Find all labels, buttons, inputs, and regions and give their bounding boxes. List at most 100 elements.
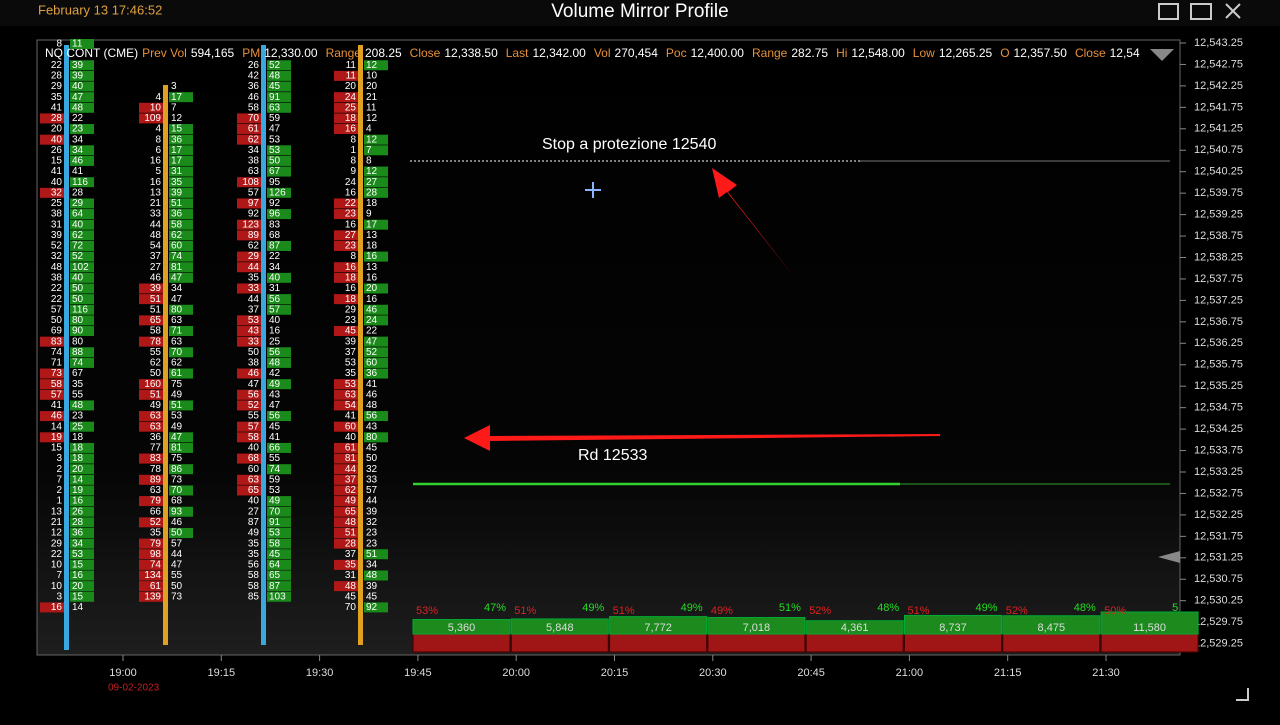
window-controls[interactable] — [1158, 3, 1241, 20]
ask-value: 50 — [72, 283, 84, 294]
ask-value: 70 — [171, 485, 183, 496]
ask-cell — [169, 230, 193, 241]
info-label: Range — [326, 46, 362, 60]
price-label: 12,530.25 — [1194, 595, 1243, 607]
bid-cell — [139, 389, 163, 400]
bid-value: 4 — [155, 92, 161, 103]
ask-cell — [70, 294, 94, 305]
bid-value: 49 — [345, 496, 357, 507]
bid-value: 57 — [51, 304, 63, 315]
bid-value: 63 — [248, 474, 260, 485]
price-label: 12,537.25 — [1194, 294, 1243, 306]
bid-value: 46 — [150, 273, 162, 284]
bid-value: 41 — [51, 102, 63, 113]
bid-value: 42 — [248, 71, 260, 82]
ask-cell — [267, 506, 291, 517]
ask-cell — [70, 124, 94, 135]
maximize-button[interactable] — [1190, 3, 1212, 20]
bid-value: 33 — [150, 209, 162, 220]
bid-value: 79 — [150, 538, 162, 549]
bid-value: 71 — [51, 358, 63, 369]
ask-cell — [364, 357, 388, 368]
bid-value: 58 — [248, 432, 260, 443]
ask-value: 87 — [269, 581, 281, 592]
ask-value: 80 — [171, 304, 183, 315]
ask-value: 47 — [269, 400, 281, 411]
price-label: 12,536.75 — [1194, 316, 1243, 328]
bid-value: 26 — [248, 60, 260, 71]
bid-value: 40 — [248, 496, 260, 507]
bid-value: 40 — [51, 177, 63, 188]
bid-value: 55 — [150, 347, 162, 358]
ask-value: 11 — [72, 39, 83, 50]
ask-value: 39 — [171, 187, 183, 198]
ask-value: 53 — [269, 485, 281, 496]
close-button[interactable] — [1225, 3, 1241, 19]
ask-cell — [70, 517, 94, 528]
ask-cell — [70, 559, 94, 570]
bid-value: 52 — [150, 517, 162, 528]
price-label: 12,530.75 — [1194, 573, 1243, 585]
buy-volume-bar — [510, 618, 609, 635]
bid-value: 32 — [51, 187, 63, 198]
ask-value: 53 — [72, 549, 84, 560]
ask-value: 36 — [171, 134, 183, 145]
bid-cell — [40, 411, 64, 422]
restore-button[interactable] — [1158, 3, 1179, 20]
ask-value: 3 — [171, 81, 177, 92]
ask-value: 34 — [72, 134, 84, 145]
ask-cell — [169, 145, 193, 156]
ask-cell — [70, 177, 94, 188]
bid-value: 62 — [248, 241, 260, 252]
ask-cell — [70, 304, 94, 315]
ask-cell — [267, 102, 291, 113]
bid-value: 35 — [345, 368, 357, 379]
bid-cell — [40, 602, 64, 613]
info-value: 12,548.00 — [851, 46, 905, 60]
bid-value: 31 — [51, 219, 63, 230]
ask-value: 16 — [269, 326, 281, 337]
bid-value: 58 — [150, 326, 162, 337]
bid-cell — [40, 336, 64, 347]
ask-value: 55 — [269, 453, 281, 464]
ask-value: 36 — [366, 368, 378, 379]
ask-value: 45 — [366, 591, 378, 602]
bid-value: 63 — [150, 411, 162, 422]
bid-value: 51 — [345, 528, 357, 539]
bid-value: 19 — [51, 432, 63, 443]
resize-grip[interactable] — [1236, 688, 1249, 701]
bid-value: 44 — [248, 294, 260, 305]
bid-value: 60 — [345, 421, 357, 432]
bid-value: 27 — [345, 230, 357, 241]
bid-value: 38 — [248, 358, 260, 369]
ask-value: 67 — [269, 166, 281, 177]
bid-value: 44 — [248, 262, 260, 273]
ask-cell — [364, 219, 388, 230]
bid-value: 54 — [345, 400, 357, 411]
ask-value: 70 — [269, 506, 281, 517]
sell-pct: 49% — [711, 605, 733, 617]
bid-cell — [334, 581, 358, 592]
bid-value: 41 — [51, 400, 63, 411]
bid-cell — [237, 283, 261, 294]
bid-value: 27 — [248, 506, 260, 517]
ask-value: 56 — [269, 411, 281, 422]
bid-value: 7 — [56, 474, 62, 485]
bid-value: 65 — [248, 485, 260, 496]
ask-cell — [169, 432, 193, 443]
ask-value: 15 — [72, 591, 84, 602]
bid-value: 51 — [150, 304, 162, 315]
bid-value: 61 — [345, 443, 357, 454]
price-bar — [358, 45, 363, 645]
ask-value: 4 — [366, 124, 372, 135]
bid-value: 16 — [345, 283, 357, 294]
bid-cell — [237, 219, 261, 230]
ask-cell — [169, 506, 193, 517]
menu-toggle[interactable] — [1150, 49, 1174, 61]
ask-value: 22 — [72, 113, 84, 124]
ask-value: 48 — [269, 71, 281, 82]
ask-value: 90 — [72, 326, 84, 337]
bid-cell — [334, 262, 358, 273]
ask-value: 45 — [366, 443, 378, 454]
ask-value: 32 — [366, 517, 378, 528]
